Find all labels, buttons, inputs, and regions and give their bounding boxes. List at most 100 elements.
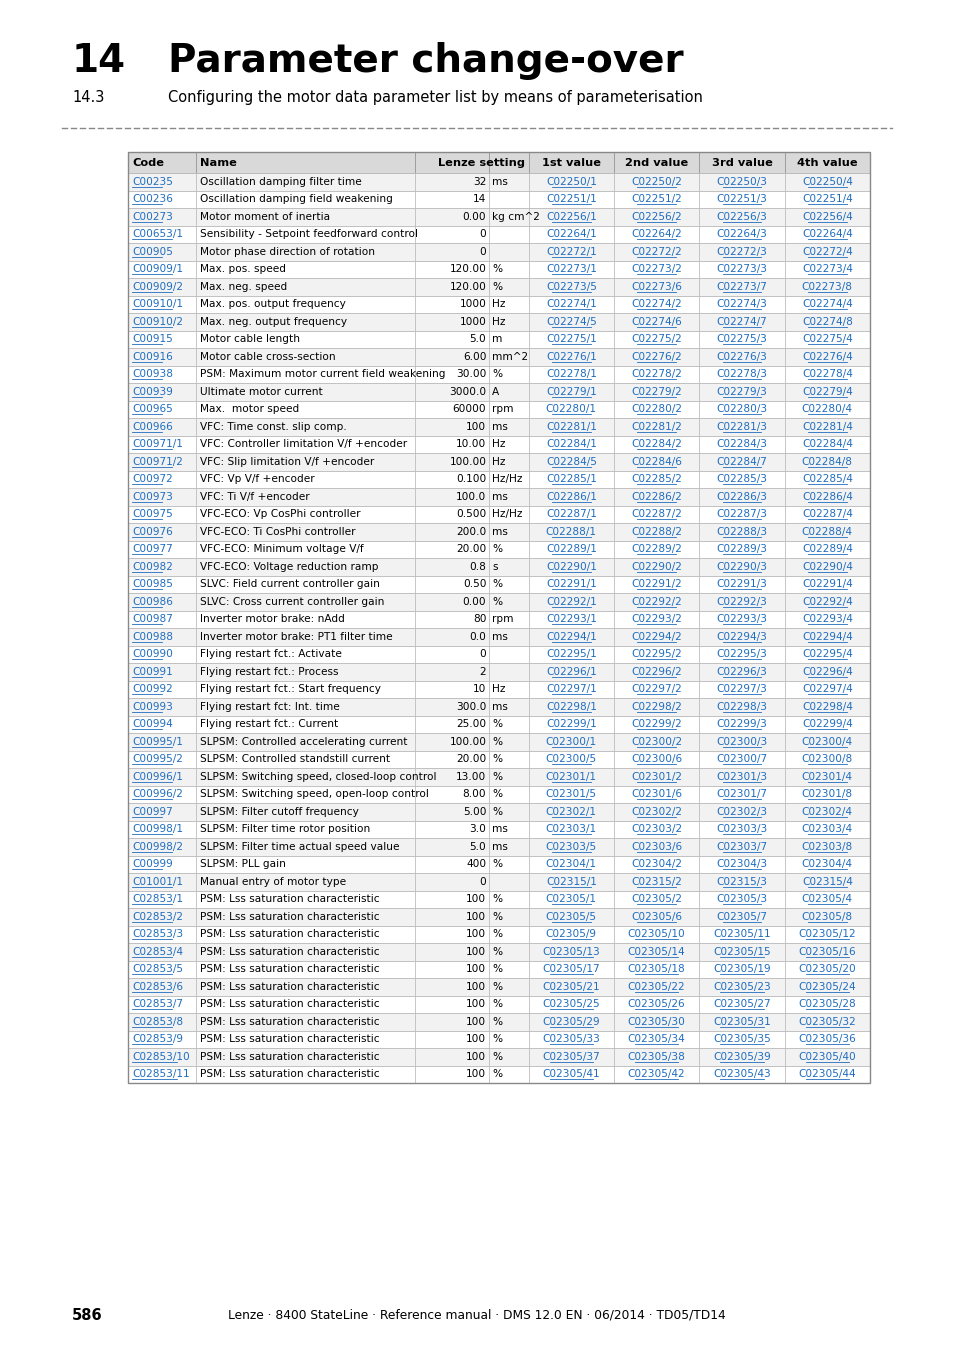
Bar [415,768,489,786]
Text: C02256/1: C02256/1 [545,212,596,221]
Text: C02303/1: C02303/1 [545,825,597,834]
Text: C02305/27: C02305/27 [713,999,770,1010]
Text: C02289/1: C02289/1 [545,544,597,555]
Text: C02287/3: C02287/3 [716,509,767,520]
Bar [699,261,784,278]
Text: Max. pos. speed: Max. pos. speed [200,265,286,274]
Text: C02274/1: C02274/1 [545,300,596,309]
Bar [614,540,699,558]
Bar [196,786,415,803]
Bar [128,995,196,1012]
Bar [196,243,415,261]
Bar [128,698,196,716]
Bar [128,645,869,663]
Bar [784,331,869,348]
Bar [128,873,196,891]
Text: C02303/4: C02303/4 [801,825,852,834]
Bar [614,733,699,751]
Text: C02278/2: C02278/2 [631,370,681,379]
Text: C02298/1: C02298/1 [545,702,597,711]
Text: C02305/3: C02305/3 [716,894,767,904]
Text: 14: 14 [473,194,486,204]
Text: C02272/1: C02272/1 [545,247,596,256]
Bar [128,628,196,645]
Text: C02289/3: C02289/3 [716,544,767,555]
Text: 100.00: 100.00 [449,737,486,747]
Bar [196,716,415,733]
Bar [614,821,699,838]
Text: Flying restart fct.: Current: Flying restart fct.: Current [200,720,338,729]
Text: Flying restart fct.: Start frequency: Flying restart fct.: Start frequency [200,684,381,694]
Text: C02273/6: C02273/6 [631,282,681,292]
Bar [699,173,784,190]
Text: C02305/15: C02305/15 [713,946,770,957]
Bar [489,856,528,873]
Bar [614,243,699,261]
Text: VFC: Vp V/f +encoder: VFC: Vp V/f +encoder [200,474,314,485]
Bar [196,680,415,698]
Bar [614,383,699,401]
Text: C02300/4: C02300/4 [801,737,852,747]
Text: C02301/4: C02301/4 [801,772,852,782]
Bar [699,1048,784,1065]
Bar [128,153,196,173]
Bar [528,190,614,208]
Text: Hz: Hz [492,684,505,694]
Bar [415,628,489,645]
Text: C00996/1: C00996/1 [132,772,183,782]
Text: C02301/2: C02301/2 [631,772,681,782]
Bar [415,803,489,821]
Bar [699,190,784,208]
Text: C02292/4: C02292/4 [801,597,852,606]
Bar [699,1065,784,1083]
Bar [528,401,614,418]
Text: Parameter change-over: Parameter change-over [168,42,683,80]
Bar [128,173,869,190]
Bar [489,296,528,313]
Bar [489,401,528,418]
Text: Flying restart fct.: Activate: Flying restart fct.: Activate [200,649,342,659]
Bar [699,909,784,926]
Bar [784,926,869,944]
Bar [489,821,528,838]
Bar [196,418,415,436]
Text: %: % [492,597,502,606]
Bar [528,1012,614,1030]
Text: C02305/26: C02305/26 [627,999,685,1010]
Bar [528,733,614,751]
Bar [196,909,415,926]
Bar [196,891,415,909]
Bar [128,838,869,856]
Bar [489,278,528,296]
Text: C02290/3: C02290/3 [716,562,767,572]
Text: C02305/1: C02305/1 [545,894,597,904]
Text: %: % [492,946,502,957]
Bar [128,610,869,628]
Text: %: % [492,964,502,975]
Text: C02303/7: C02303/7 [716,842,767,852]
Bar [196,401,415,418]
Bar [489,418,528,436]
Text: C02303/6: C02303/6 [631,842,681,852]
Text: PSM: Lss saturation characteristic: PSM: Lss saturation characteristic [200,1017,379,1027]
Text: C02250/3: C02250/3 [716,177,767,186]
Bar [784,663,869,680]
Bar [784,891,869,909]
Bar [614,768,699,786]
Bar [614,575,699,593]
Bar [489,733,528,751]
Text: C02305/9: C02305/9 [545,929,597,940]
Text: C02305/38: C02305/38 [627,1052,685,1061]
Text: C02279/3: C02279/3 [716,386,766,397]
Bar [528,768,614,786]
Bar [415,401,489,418]
Bar [614,558,699,575]
Text: C02299/3: C02299/3 [716,720,766,729]
Text: C00998/2: C00998/2 [132,842,183,852]
Text: 100: 100 [466,894,486,904]
Text: C02300/1: C02300/1 [545,737,597,747]
Bar [784,716,869,733]
Text: m: m [492,335,502,344]
Bar [128,1065,869,1083]
Bar [614,1030,699,1048]
